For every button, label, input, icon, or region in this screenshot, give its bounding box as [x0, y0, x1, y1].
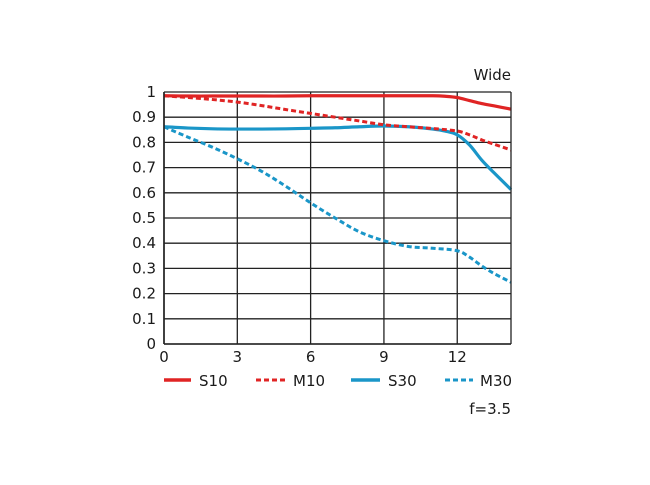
x-tick-label: 6 [306, 348, 316, 366]
series-line-m30 [163, 125, 512, 284]
chart-title: Wide [474, 66, 511, 84]
legend-label-s10: S10 [199, 372, 228, 390]
tick-labels: 0 0.1 0.2 0.3 0.4 0.5 0.6 0.7 0.8 0.9 1 0 3 6 9 12 [132, 83, 467, 366]
y-tick-label: 0.6 [132, 184, 156, 202]
x-tick-label: 12 [448, 348, 467, 366]
y-tick-label: 1 [146, 83, 156, 101]
series-line-s30 [163, 124, 513, 191]
legend-label-m30: M30 [480, 372, 512, 390]
series-layer [163, 94, 513, 284]
y-tick-label: 0.4 [132, 234, 156, 252]
y-tick-label: 0 [146, 335, 156, 353]
axis-layer [163, 92, 512, 345]
y-tick-label: 0.1 [132, 310, 156, 328]
x-tick-label: 9 [379, 348, 389, 366]
x-tick-label: 0 [159, 348, 169, 366]
aperture-note: f=3.5 [469, 400, 511, 418]
y-tick-label: 0.5 [132, 209, 156, 227]
legend-label-s30: S30 [388, 372, 417, 390]
series-line-s10 [163, 94, 512, 111]
x-tick-label: 3 [233, 348, 243, 366]
legend: S10 M10 S30 M30 [164, 372, 512, 390]
series-line-m10 [163, 94, 512, 152]
y-tick-label: 0.2 [132, 285, 156, 303]
y-tick-label: 0.3 [132, 259, 156, 277]
y-tick-label: 0.7 [132, 159, 156, 177]
legend-label-m10: M10 [293, 372, 325, 390]
y-tick-label: 0.8 [132, 133, 156, 151]
y-tick-label: 0.9 [132, 108, 156, 126]
